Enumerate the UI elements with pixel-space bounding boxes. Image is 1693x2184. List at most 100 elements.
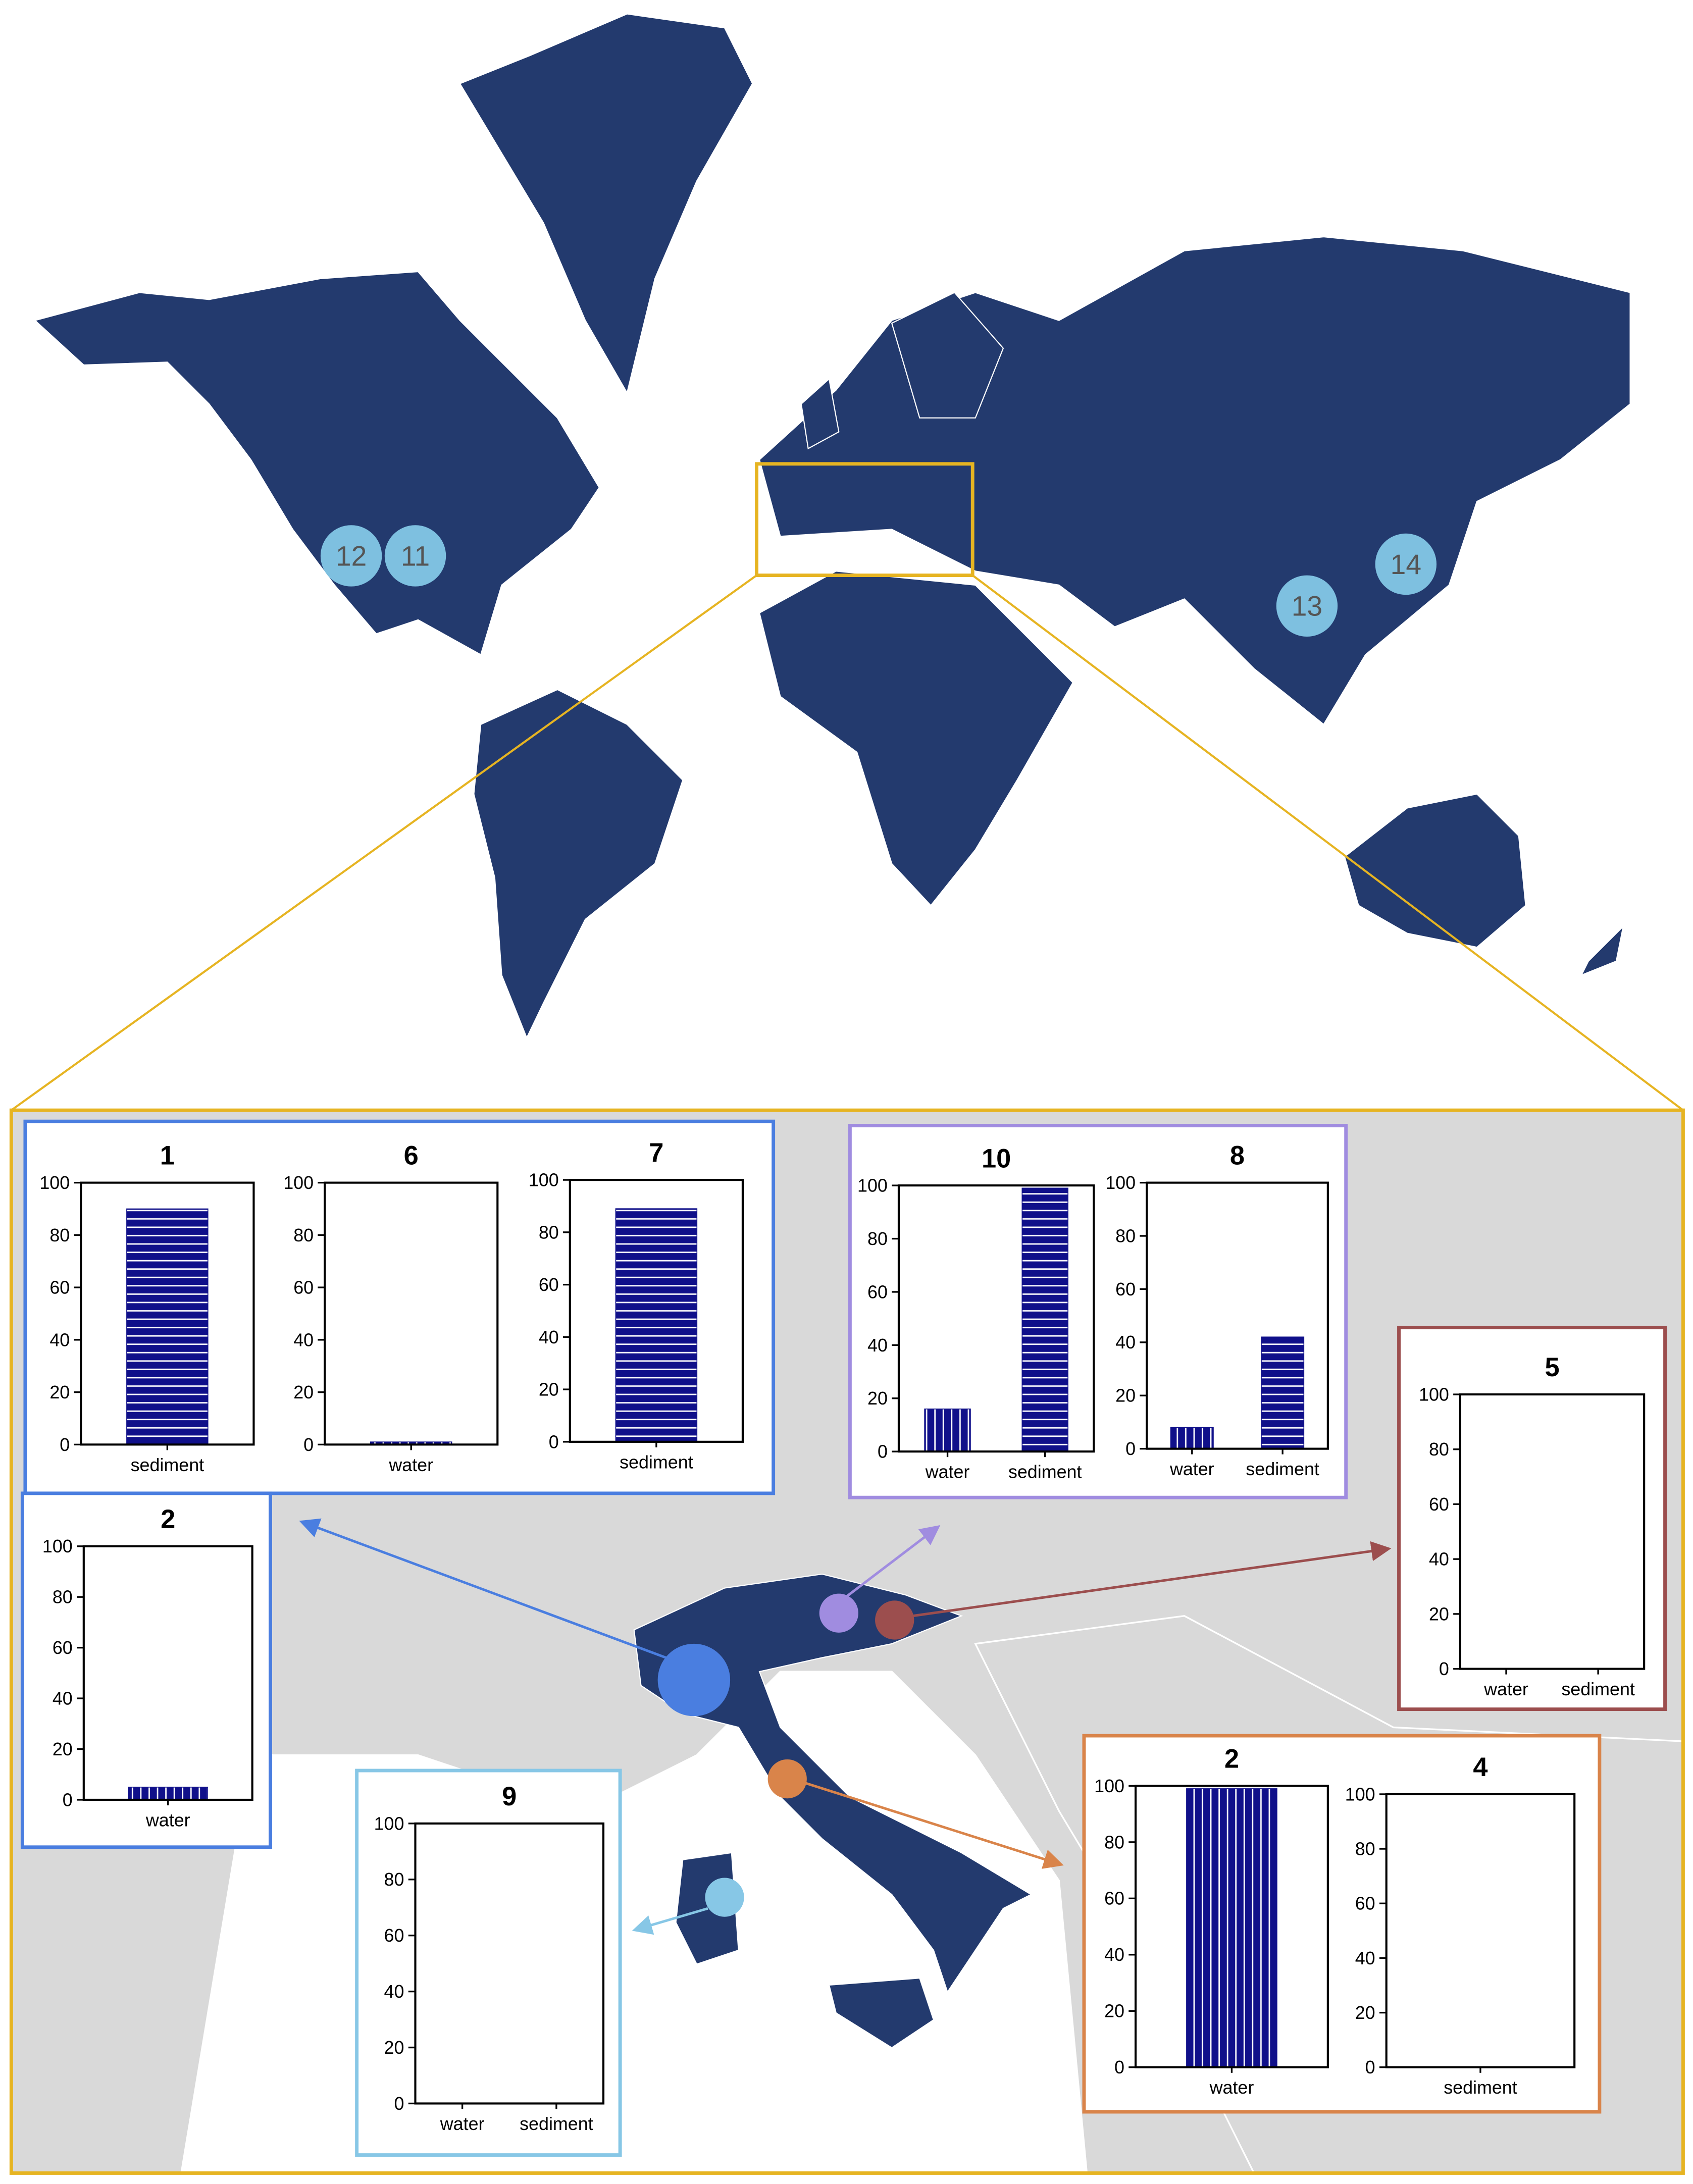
bar (1170, 1427, 1214, 1449)
y-tick-label: 80 (867, 1229, 888, 1249)
y-tick-label: 100 (42, 1536, 73, 1556)
y-tick-label: 0 (1125, 1439, 1136, 1459)
new-zealand (1580, 924, 1624, 976)
y-tick-label: 80 (293, 1225, 314, 1245)
greenland (459, 13, 753, 395)
site-marker (819, 1593, 858, 1633)
arrow (299, 1518, 667, 1659)
bar (615, 1208, 698, 1442)
chart-title: 2 (1224, 1745, 1239, 1774)
y-tick-label: 100 (1105, 1173, 1136, 1193)
map-marker (320, 525, 382, 587)
y-tick-label: 40 (384, 1982, 404, 2002)
y-tick-label: 20 (1429, 1604, 1449, 1624)
y-tick-label: 60 (1104, 1889, 1124, 1909)
y-tick-label: 80 (1429, 1439, 1449, 1460)
y-tick-label: 0 (549, 1432, 559, 1452)
plot-frame (80, 1181, 255, 1446)
x-tick-label: water (1209, 2077, 1254, 2098)
y-tick-label: 40 (1355, 1948, 1375, 1968)
x-tick-label: sediment (620, 1452, 693, 1472)
chart-group-box (1082, 1734, 1602, 2114)
arrow (912, 1541, 1392, 1618)
y-tick-label: 80 (1115, 1226, 1136, 1246)
bar-chart: 1 0 20 40 60 80 100 sediment (39, 1141, 255, 1475)
y-tick-label: 20 (1355, 2003, 1375, 2023)
chart-title: 10 (982, 1144, 1011, 1173)
map-markers: 12 11 13 14 (320, 525, 1437, 637)
y-tick-label: 60 (293, 1278, 314, 1298)
plot-frame (569, 1179, 744, 1443)
y-tick-label: 0 (63, 1790, 73, 1810)
x-tick-label: water (925, 1462, 970, 1482)
bar-chart: 5 0 20 40 60 80 100 water sediment (1419, 1353, 1646, 1699)
north-america (33, 271, 600, 656)
map-marker (1276, 575, 1338, 637)
bar (1186, 1788, 1277, 2068)
y-tick-label: 100 (857, 1176, 888, 1196)
zoom-line (11, 574, 757, 1111)
x-tick-label: sediment (520, 2114, 593, 2134)
y-tick-label: 100 (1419, 1384, 1449, 1405)
y-tick-label: 80 (53, 1587, 73, 1607)
map-marker-label: 14 (1391, 549, 1421, 580)
chart-title: 9 (502, 1782, 517, 1811)
bar-chart: 7 0 20 40 60 80 100 sediment (529, 1138, 744, 1472)
plot-frame (1459, 1393, 1646, 1670)
y-tick-label: 20 (53, 1739, 73, 1759)
y-tick-label: 40 (53, 1689, 73, 1709)
y-tick-label: 40 (1429, 1549, 1449, 1570)
plot-frame (897, 1184, 1095, 1453)
bar-chart: 9 0 20 40 60 80 100 water sediment (374, 1782, 605, 2134)
chart-group-box (1397, 1326, 1667, 1711)
bar (924, 1408, 971, 1452)
plot-frame (1146, 1181, 1329, 1450)
plot-frame (414, 1822, 605, 2105)
plot-frame (82, 1545, 253, 1801)
y-tick-label: 20 (867, 1388, 888, 1409)
inset-frame (9, 1108, 1685, 2175)
y-tick-label: 60 (384, 1926, 404, 1946)
zoom-line (971, 574, 1684, 1111)
y-tick-label: 20 (1104, 2001, 1124, 2021)
britain (800, 378, 840, 450)
italy (633, 1573, 1033, 1994)
site-marker (705, 1878, 744, 1917)
chart-title: 7 (649, 1138, 663, 1168)
y-tick-label: 40 (1104, 1945, 1124, 1965)
charts: 1020406080100sediment6020406080100water7… (39, 1138, 1646, 2134)
y-tick-label: 0 (1439, 1659, 1449, 1679)
y-tick-label: 40 (293, 1330, 314, 1350)
y-tick-label: 80 (1104, 1832, 1124, 1852)
y-tick-label: 20 (1115, 1386, 1136, 1406)
map-marker-label: 12 (336, 540, 367, 571)
x-tick-label: water (1169, 1459, 1214, 1479)
south-america (473, 689, 684, 1039)
chart-title: 1 (160, 1141, 175, 1171)
bar (1261, 1336, 1305, 1449)
africa (758, 570, 1074, 907)
chart-group-box (355, 1769, 622, 2157)
x-tick-label: water (388, 1455, 433, 1475)
y-tick-label: 40 (539, 1327, 559, 1347)
y-tick-label: 20 (539, 1380, 559, 1400)
chart-title: 2 (161, 1505, 175, 1534)
bar (128, 1787, 209, 1800)
y-tick-label: 60 (1115, 1279, 1136, 1299)
x-tick-label: sediment (1008, 1462, 1082, 1482)
y-tick-label: 80 (49, 1225, 70, 1245)
y-tick-label: 80 (539, 1222, 559, 1242)
y-tick-label: 60 (53, 1638, 73, 1658)
y-tick-label: 40 (867, 1335, 888, 1356)
y-tick-label: 20 (384, 2038, 404, 2058)
y-tick-label: 60 (49, 1278, 70, 1298)
x-tick-label: sediment (1246, 1459, 1319, 1479)
y-tick-label: 60 (867, 1282, 888, 1302)
y-tick-label: 0 (303, 1435, 314, 1455)
y-tick-label: 0 (1114, 2057, 1124, 2077)
x-tick-label: sediment (1561, 1679, 1635, 1699)
arrow (805, 1782, 1064, 1869)
